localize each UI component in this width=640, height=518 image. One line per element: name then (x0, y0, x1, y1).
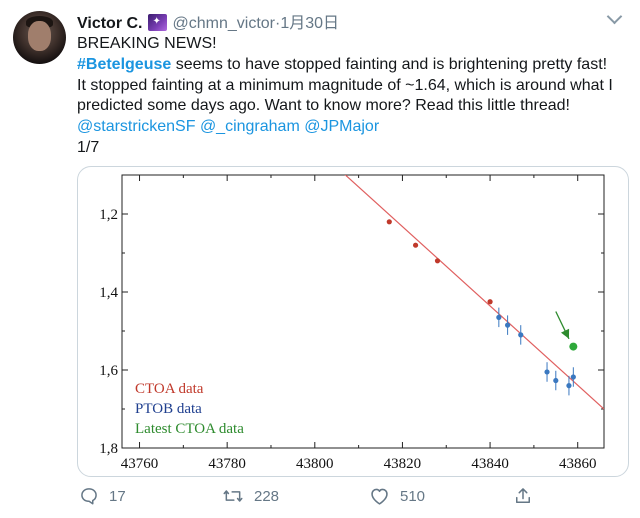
retweet-button[interactable]: 228 (222, 486, 279, 506)
x-tick-label: 43760 (121, 456, 159, 472)
tweet-line: #Betelgeuse seems to have stopped fainti… (77, 55, 633, 76)
tweet-line: BREAKING NEWS! (77, 35, 217, 52)
like-count: 510 (400, 487, 426, 505)
x-tick-label: 43820 (384, 456, 422, 472)
hashtag-link[interactable]: #Betelgeuse (77, 55, 172, 73)
tweet-text: BREAKING NEWS! #Betelgeuse seems to have… (77, 34, 633, 159)
trend-line (344, 175, 604, 410)
x-tick-label: 43840 (471, 456, 509, 472)
data-point (570, 374, 576, 380)
latest-data-point (569, 342, 578, 351)
chevron-down-icon[interactable] (606, 8, 623, 25)
plot-frame (121, 174, 605, 449)
data-point (518, 332, 524, 338)
tweet-line: It stopped fainting at a minimum magnitu… (77, 76, 613, 94)
tweet-header: Victor C. @chmn_victor·1月30日 (77, 9, 339, 33)
heart-icon (371, 488, 388, 505)
avatar[interactable] (13, 11, 66, 64)
y-tick-label: 1,6 (99, 363, 118, 379)
retweet-icon (223, 490, 243, 502)
user-handle[interactable]: @chmn_victor (172, 15, 276, 32)
data-point (487, 299, 493, 305)
display-name[interactable]: Victor C. (77, 15, 143, 32)
galaxy-emoji-icon (147, 14, 167, 31)
magnitude-chart: 43760 43780 43800 43820 43840 43860 1,2 1,4 1,6 1… (99, 174, 605, 472)
legend-entry: PTOB data (135, 401, 202, 417)
annotation-arrow-head (560, 328, 570, 339)
action-bar: 17 228 510 (0, 486, 640, 512)
tweet-text-segment: seems to have stopped fainting and is br… (171, 55, 608, 73)
data-point (386, 219, 392, 225)
media-card[interactable]: 43760 43780 43800 43820 43840 43860 1,2 1,4 1,6 1… (77, 166, 629, 477)
data-point (566, 383, 572, 389)
share-button[interactable] (513, 486, 533, 506)
reply-count: 17 (109, 487, 126, 505)
data-point (412, 242, 419, 248)
data-point (544, 369, 550, 375)
legend-entry: CTOA data (135, 381, 204, 397)
retweet-count: 228 (254, 487, 280, 505)
reply-button[interactable]: 17 (79, 486, 126, 506)
legend-entry: Latest CTOA data (135, 421, 244, 437)
tweet-date[interactable]: 1月30日 (280, 15, 340, 32)
data-point (505, 322, 511, 328)
like-button[interactable]: 510 (369, 486, 425, 506)
separator: · (275, 15, 281, 32)
share-icon (516, 488, 530, 503)
y-tick-label: 1,2 (99, 207, 118, 223)
tweet-line: predicted some days ago. Want to know mo… (77, 97, 570, 115)
data-point (434, 258, 441, 264)
data-point (496, 314, 502, 320)
mention-link[interactable]: @JPMajor (304, 118, 380, 136)
x-tick-label: 43860 (559, 456, 597, 472)
x-tick-label: 43780 (208, 456, 246, 472)
thread-counter: 1/7 (77, 138, 100, 156)
y-tick-label: 1,8 (99, 441, 118, 457)
avatar-face (28, 21, 51, 51)
data-point (553, 377, 559, 384)
reply-icon (81, 488, 97, 505)
x-tick-label: 43800 (296, 456, 334, 472)
mention-link[interactable]: @_cingraham (199, 118, 300, 136)
y-tick-label: 1,4 (99, 285, 118, 301)
mention-link[interactable]: @starstrickenSF (77, 118, 196, 136)
mentions-line: @starstrickenSF @_cingraham @JPMajor (77, 117, 633, 138)
